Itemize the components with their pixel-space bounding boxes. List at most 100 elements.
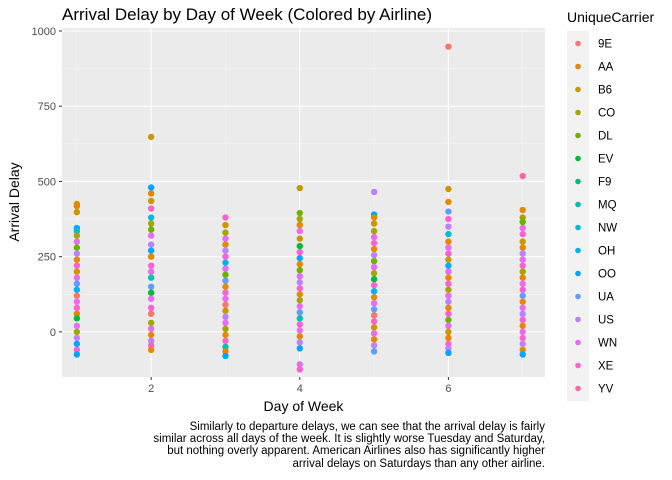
data-point <box>147 325 155 333</box>
data-point <box>296 303 303 310</box>
data-point <box>296 321 303 328</box>
data-point <box>296 309 303 316</box>
data-point <box>445 208 452 215</box>
data-point <box>296 315 303 322</box>
data-point <box>370 318 378 325</box>
data-point <box>147 184 155 191</box>
data-point <box>370 233 378 241</box>
data-point <box>147 190 155 197</box>
legend-key <box>575 247 581 254</box>
data-point <box>296 327 303 334</box>
data-point <box>222 313 229 321</box>
legend-key <box>575 86 581 93</box>
plot-panel <box>62 28 545 377</box>
data-point <box>370 214 378 221</box>
data-point <box>73 268 81 275</box>
x-tick-label: 6 <box>445 383 451 395</box>
y-tick-label: 500 <box>38 176 56 188</box>
data-point <box>222 301 229 308</box>
data-point <box>519 218 526 226</box>
legend-key <box>575 40 581 47</box>
data-point <box>222 221 229 229</box>
data-point <box>370 282 378 289</box>
data-point <box>445 280 452 287</box>
data-point <box>147 220 155 227</box>
data-point <box>222 283 229 290</box>
data-point <box>222 331 229 339</box>
data-point <box>73 256 81 263</box>
data-point <box>296 248 303 256</box>
legend-key <box>575 339 581 346</box>
data-point <box>370 336 378 343</box>
data-point <box>222 259 229 266</box>
legend-label: AA <box>598 62 614 74</box>
data-point <box>296 361 303 368</box>
data-point <box>147 214 155 221</box>
data-point <box>73 304 81 312</box>
y-tick-label: 750 <box>38 101 56 113</box>
y-tick-label: 1000 <box>32 26 56 38</box>
data-point <box>519 172 526 180</box>
data-point <box>519 244 526 251</box>
data-point <box>370 294 378 301</box>
data-point <box>222 277 229 284</box>
data-point <box>519 316 526 324</box>
data-point <box>296 227 303 235</box>
data-point <box>147 205 155 212</box>
data-point <box>370 330 378 337</box>
data-point <box>296 266 303 274</box>
data-point <box>222 289 229 296</box>
data-point <box>370 288 378 295</box>
data-point <box>73 244 81 251</box>
legend-label: MQ <box>598 200 617 212</box>
data-point <box>519 224 526 232</box>
data-point <box>73 322 81 330</box>
data-point <box>147 232 155 239</box>
data-point <box>445 223 452 230</box>
data-point <box>445 286 452 293</box>
data-point <box>370 324 378 331</box>
legend-key <box>575 224 581 231</box>
data-point <box>370 276 378 283</box>
data-point <box>147 247 155 254</box>
data-point <box>222 253 229 260</box>
data-point <box>296 235 303 242</box>
data-point <box>445 256 452 263</box>
x-tick-label: 4 <box>297 383 303 395</box>
data-point <box>222 241 229 248</box>
data-point <box>370 306 378 313</box>
data-point <box>445 340 452 348</box>
data-point <box>445 250 452 257</box>
legend-key <box>575 109 581 116</box>
data-point <box>73 346 81 354</box>
data-point <box>519 292 526 299</box>
legend-label: EV <box>598 154 614 166</box>
legend-label: XE <box>598 361 614 373</box>
data-point <box>147 241 155 248</box>
data-point <box>519 280 526 287</box>
data-point <box>296 285 303 292</box>
data-point <box>222 307 229 315</box>
data-point <box>445 244 452 251</box>
data-point <box>73 292 81 299</box>
data-point <box>370 220 378 227</box>
data-point <box>296 209 303 217</box>
data-point <box>147 346 155 354</box>
data-point <box>519 262 526 269</box>
data-point <box>445 298 452 305</box>
data-point <box>222 271 229 278</box>
data-point <box>147 262 155 269</box>
data-point <box>519 230 526 238</box>
data-point <box>519 238 526 245</box>
data-point <box>445 268 452 275</box>
data-point <box>222 348 229 355</box>
data-point <box>445 316 452 324</box>
legend-label: B6 <box>598 85 612 97</box>
data-point <box>296 254 303 262</box>
data-point <box>222 247 229 254</box>
data-point <box>222 235 229 242</box>
data-point <box>73 310 81 318</box>
data-point <box>445 345 452 352</box>
data-point <box>445 198 452 206</box>
